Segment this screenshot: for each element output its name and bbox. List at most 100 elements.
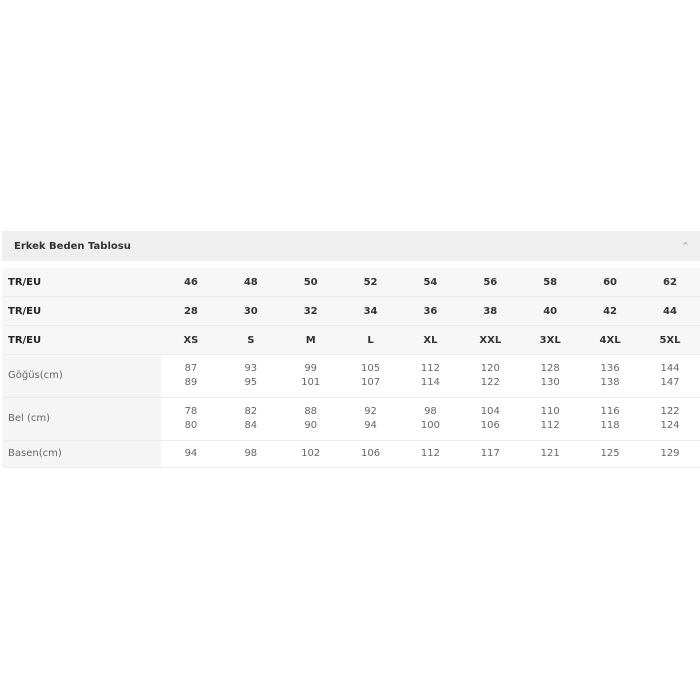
measurement-cell: 93 95 (220, 354, 281, 398)
size-cell: S (220, 325, 281, 355)
measurement-value: 80 (184, 420, 198, 431)
measurement-value: 89 (184, 377, 198, 388)
measurement-cell: 120 122 (460, 354, 521, 398)
size-cell: 44 (640, 296, 700, 326)
size-cell: 40 (520, 296, 581, 326)
size-cell: 3XL (520, 325, 581, 355)
measurement-value: 95 (244, 377, 258, 388)
measurement-row: Göğüs(cm) 87 89 93 95 99 101 105 107 112 114 120 122… (2, 354, 700, 398)
measurement-cell: 112 (400, 440, 461, 468)
measurement-cell: 129 (640, 440, 700, 468)
size-cell: 50 (280, 268, 341, 297)
size-cell: 60 (580, 268, 640, 297)
measurement-value: 107 (361, 377, 381, 388)
measurement-value: 120 (480, 363, 500, 374)
size-cell: XXL (460, 325, 521, 355)
measurement-value: 122 (660, 406, 680, 417)
size-cell: L (340, 325, 401, 355)
size-chart-header[interactable]: Erkek Beden Tablosu ⌃ (2, 231, 700, 261)
measurement-row: Basen(cm) 94 98 102 106 112 117 121 125 129 (2, 440, 700, 468)
measurement-value: 104 (480, 406, 500, 417)
measurement-cell: 92 94 (340, 397, 401, 441)
measurement-cell: 104 106 (460, 397, 521, 441)
measurement-value: 106 (480, 420, 500, 431)
measurement-cell: 116 118 (580, 397, 640, 441)
measurement-value: 94 (364, 420, 377, 431)
measurement-cell: 136 138 (580, 354, 640, 398)
measurement-cell: 144 147 (640, 354, 700, 398)
measurement-value: 121 (540, 448, 560, 459)
measurement-value: 147 (660, 377, 680, 388)
size-header-row: TR/EU 46 48 50 52 54 56 58 60 62 (2, 268, 700, 297)
measurement-cell: 87 89 (161, 354, 221, 398)
measurement-value: 98 (244, 448, 258, 459)
measurement-cell: 105 107 (340, 354, 401, 398)
measurement-value: 102 (301, 448, 321, 459)
size-cell: 58 (520, 268, 581, 297)
measurement-value: 110 (540, 406, 560, 417)
row-label: Göğüs(cm) (2, 354, 161, 398)
measurement-value: 136 (600, 363, 620, 374)
measurement-value: 144 (660, 363, 680, 374)
size-chart-panel: Erkek Beden Tablosu ⌃ TR/EU 46 48 50 52 54 56 5… (2, 231, 700, 468)
measurement-value: 130 (540, 377, 560, 388)
measurement-value: 106 (361, 448, 381, 459)
measurement-value: 122 (480, 377, 500, 388)
measurement-value: 129 (660, 448, 680, 459)
size-cell: 5XL (640, 325, 700, 355)
size-cell: 54 (400, 268, 461, 297)
measurement-cell: 117 (460, 440, 521, 468)
measurement-value: 128 (540, 363, 560, 374)
measurement-value: 124 (660, 420, 680, 431)
size-header-row: TR/EU 28 30 32 34 36 38 40 42 44 (2, 296, 700, 326)
measurement-value: 118 (600, 420, 620, 431)
measurement-cell: 128 130 (520, 354, 581, 398)
measurement-value: 117 (480, 448, 500, 459)
measurement-cell: 110 112 (520, 397, 581, 441)
size-cell: 28 (161, 296, 221, 326)
measurement-cell: 106 (340, 440, 401, 468)
chevron-up-icon[interactable]: ⌃ (680, 239, 690, 253)
size-cell: 32 (280, 296, 341, 326)
measurement-cell: 112 114 (400, 354, 461, 398)
measurement-value: 116 (600, 406, 620, 417)
measurement-value: 88 (304, 406, 318, 417)
measurement-value: 125 (600, 448, 620, 459)
size-cell: 30 (220, 296, 281, 326)
size-cell: XS (161, 325, 221, 355)
measurement-value: 112 (540, 420, 560, 431)
row-label: TR/EU (2, 296, 161, 326)
measurement-cell: 122 124 (640, 397, 700, 441)
size-cell: 52 (340, 268, 401, 297)
measurement-cell: 125 (580, 440, 640, 468)
measurement-cell: 98 100 (400, 397, 461, 441)
measurement-value: 112 (420, 363, 440, 374)
measurement-value: 87 (184, 363, 198, 374)
measurement-value: 99 (304, 363, 318, 374)
measurement-value: 78 (184, 406, 198, 417)
measurement-value: 101 (301, 377, 321, 388)
measurement-cell: 94 (161, 440, 221, 468)
measurement-value: 92 (364, 406, 377, 417)
measurement-value: 112 (420, 448, 440, 459)
size-cell: 48 (220, 268, 281, 297)
size-cell: 62 (640, 268, 700, 297)
measurement-value: 105 (361, 363, 381, 374)
row-label: TR/EU (2, 268, 161, 297)
measurement-value: 138 (600, 377, 620, 388)
measurement-cell: 82 84 (220, 397, 281, 441)
measurement-cell: 78 80 (161, 397, 221, 441)
measurement-value: 100 (420, 420, 440, 431)
size-cell: 56 (460, 268, 521, 297)
size-table: TR/EU 46 48 50 52 54 56 58 60 62 TR/EU 28 30 32 34 36 38… (2, 268, 700, 468)
size-cell: 46 (161, 268, 221, 297)
measurement-value: 82 (244, 406, 258, 417)
size-cell: 34 (340, 296, 401, 326)
measurement-value: 90 (304, 420, 318, 431)
size-cell: 36 (400, 296, 461, 326)
size-cell: 4XL (580, 325, 640, 355)
row-label: TR/EU (2, 325, 161, 355)
measurement-value: 114 (420, 377, 440, 388)
measurement-value: 93 (244, 363, 258, 374)
measurement-cell: 99 101 (280, 354, 341, 398)
